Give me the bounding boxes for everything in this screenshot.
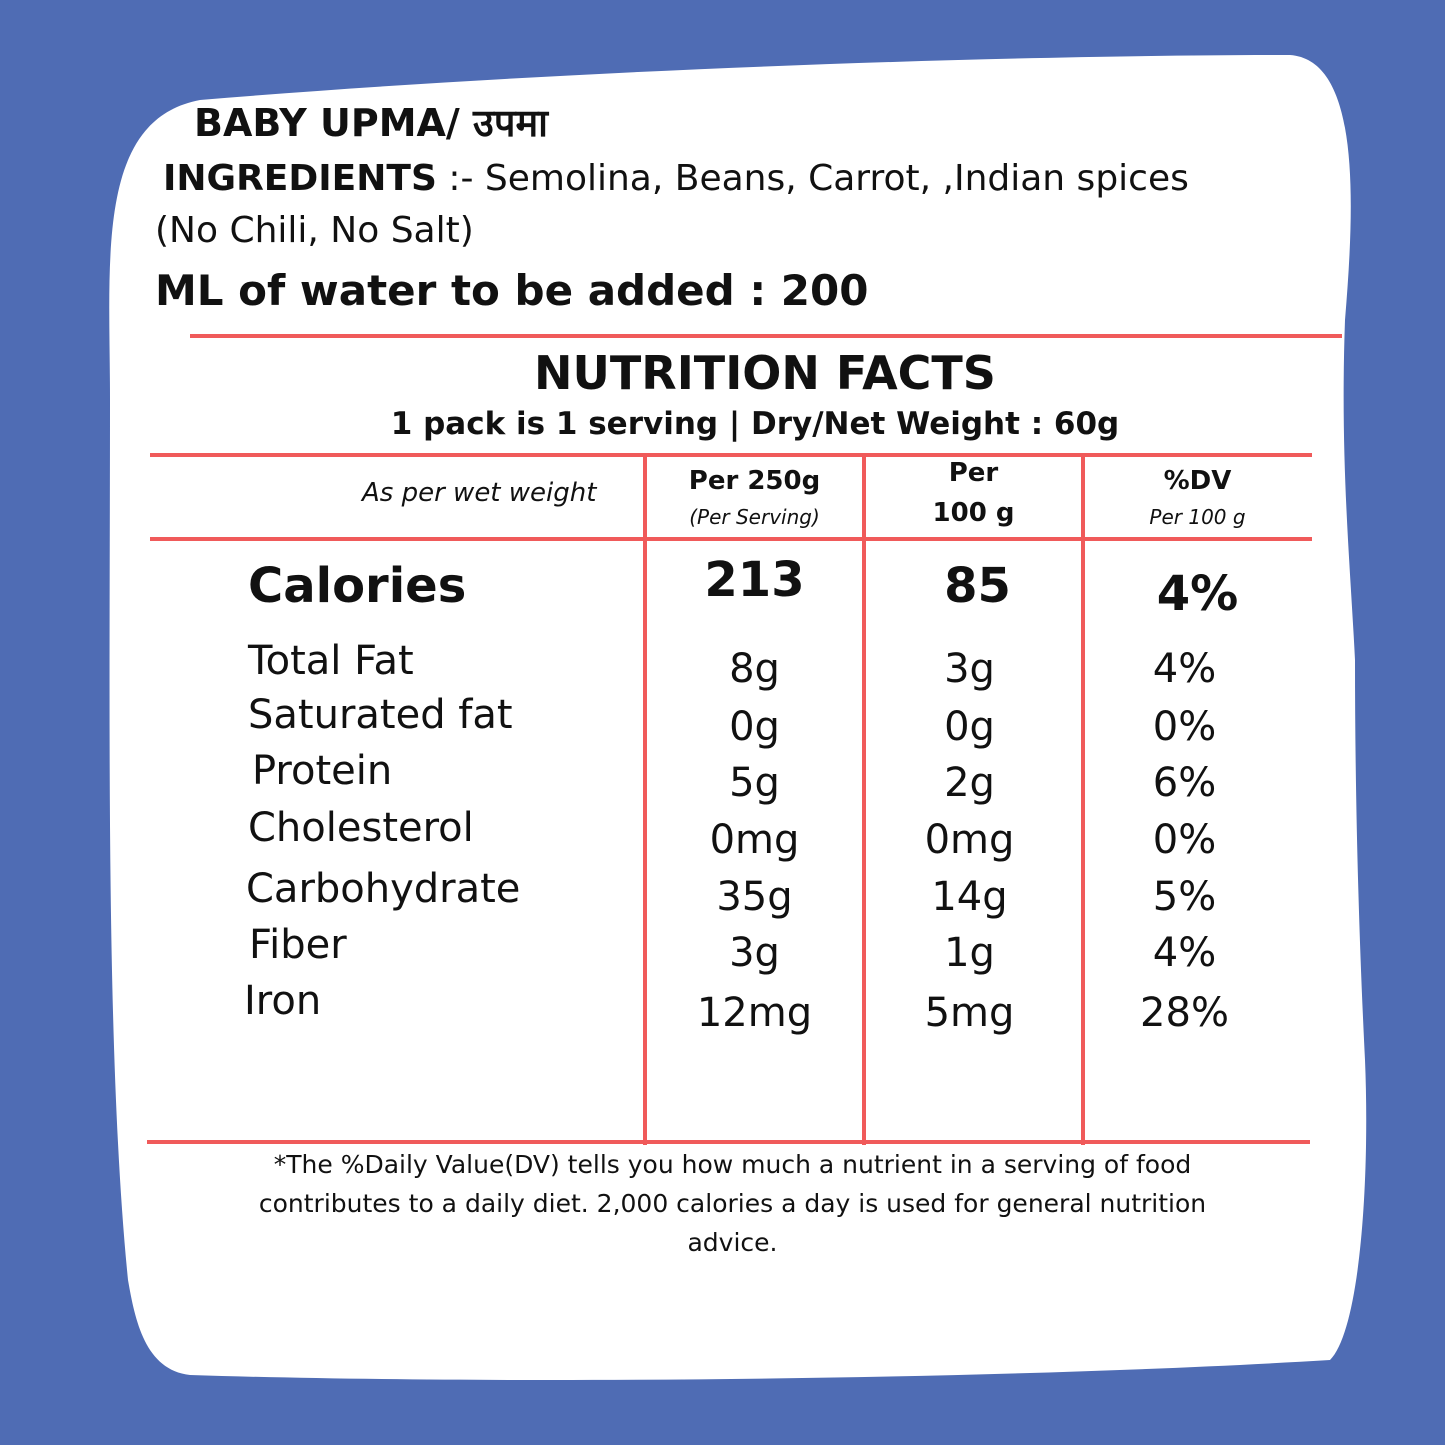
basis-note: As per wet weight [362,478,597,508]
col-per-serving-sub: (Per Serving) [689,505,820,529]
calories-dv: 4% [1156,566,1239,622]
nutrient-label: Iron [244,978,322,1024]
nutrient-label: Saturated fat [248,692,513,738]
water-instruction: ML of water to be added : 200 [155,266,869,315]
calories-row: Calories 213 85 4% [0,552,1445,622]
nutrient-per-serving: 0mg [709,817,800,863]
table-row: Carbohydrate 35g 14g 5% [0,866,1445,922]
nutrient-label: Fiber [249,922,347,968]
product-title: BABY UPMA/ उपमा [194,101,549,145]
rule-top [190,334,1342,338]
white-card [109,55,1367,1380]
nutrient-per-serving: 12mg [696,990,813,1036]
serving-info: 1 pack is 1 serving | Dry/Net Weight : 6… [390,406,1120,442]
nutrient-label: Cholesterol [248,805,474,851]
nutrient-dv: 4% [1152,646,1217,692]
ingredients-label: INGREDIENTS [163,158,437,199]
ingredients-note: (No Chili, No Salt) [155,210,474,251]
column-divider-1 [643,455,647,1145]
col-dv-sub: Per 100 g [1149,505,1246,529]
calories-per-serving: 213 [704,552,805,608]
nutrient-per-serving: 35g [716,874,793,920]
col-per-100g-title-a: Per [948,458,999,488]
nutrient-dv: 5% [1152,874,1217,920]
footnote-line-1: *The %Daily Value(DV) tells you how much… [273,1150,1192,1179]
rule-header-bottom [150,537,1312,541]
nutrient-dv: 0% [1152,817,1217,863]
nutrient-per-100g: 0g [944,704,995,750]
nutrient-per-serving: 3g [729,930,780,976]
table-row: Cholesterol 0mg 0mg 0% [0,805,1445,863]
col-per-100g-title-b: 100 g [932,498,1015,528]
nutrient-label: Total Fat [248,638,414,684]
col-per-serving-title: Per 250g [688,466,821,496]
nutrient-per-serving: 0g [729,704,780,750]
ingredients-text: :- Semolina, Beans, Carrot, ,Indian spic… [436,158,1189,199]
ingredients-line: INGREDIENTS :- Semolina, Beans, Carrot, … [163,158,1189,199]
nutrient-label: Carbohydrate [246,866,521,912]
table-row: Iron 12mg 5mg 28% [0,978,1445,1036]
table-row: Protein 5g 2g 6% [0,748,1445,806]
nutrient-per-100g: 3g [944,646,995,692]
footnote-line-2: contributes to a daily diet. 2,000 calor… [258,1189,1207,1218]
nutrient-dv: 28% [1140,990,1229,1036]
nutrient-dv: 4% [1152,930,1217,976]
nutrient-per-serving: 8g [729,646,780,692]
rule-header-top [150,453,1312,457]
nutrient-per-serving: 5g [729,760,780,806]
table-row: Fiber 3g 1g 4% [0,922,1445,978]
nutrient-per-100g: 0mg [924,817,1015,863]
nutrient-label: Protein [252,748,393,794]
nutrient-dv: 6% [1152,760,1217,806]
col-dv-title: %DV [1163,466,1232,496]
rule-bottom [147,1140,1310,1144]
nutrient-dv: 0% [1152,704,1217,750]
calories-label: Calories [248,558,467,614]
nutrient-per-100g: 14g [931,874,1008,920]
footnote-line-3: advice. [687,1228,778,1257]
table-row: Total Fat 8g 3g 4% [0,638,1445,694]
nutrient-per-100g: 5mg [924,990,1015,1036]
nutrient-per-100g: 2g [944,760,995,806]
nutrition-heading: NUTRITION FACTS [534,346,996,400]
calories-per-100g: 85 [944,558,1011,614]
nutrient-per-100g: 1g [944,930,995,976]
table-row: Saturated fat 0g 0g 0% [0,692,1445,750]
column-divider-2 [862,455,866,1145]
column-divider-3 [1081,455,1085,1145]
